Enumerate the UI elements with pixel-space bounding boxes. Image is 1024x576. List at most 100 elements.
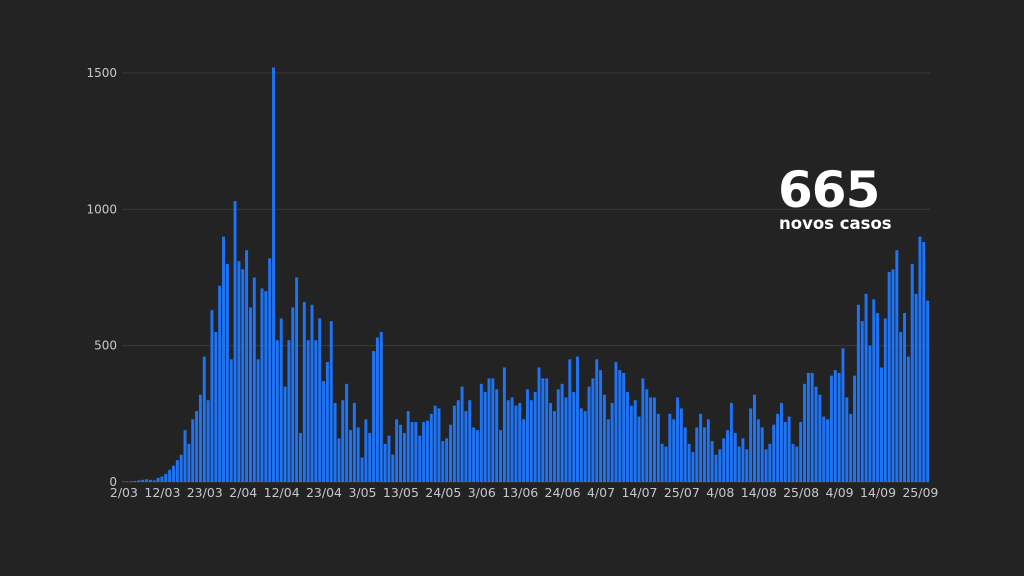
bar bbox=[768, 443, 772, 482]
x-tick-label: 24/05 bbox=[425, 485, 461, 500]
bar bbox=[895, 250, 899, 482]
x-tick-label: 3/06 bbox=[468, 485, 496, 500]
bar bbox=[853, 375, 856, 482]
bar bbox=[422, 422, 426, 482]
bar bbox=[368, 432, 372, 482]
bar bbox=[141, 479, 145, 482]
bar bbox=[614, 362, 618, 482]
bar bbox=[429, 413, 433, 482]
y-tick-label: 0 bbox=[109, 475, 117, 489]
bar bbox=[822, 416, 826, 482]
bar bbox=[706, 419, 710, 482]
bar bbox=[549, 402, 553, 482]
bar bbox=[337, 438, 341, 482]
bar bbox=[268, 258, 272, 482]
bar bbox=[799, 422, 803, 482]
bar bbox=[487, 378, 491, 482]
bar bbox=[433, 405, 437, 482]
x-tick-label: 14/07 bbox=[621, 485, 657, 500]
bar bbox=[841, 348, 845, 482]
bar bbox=[229, 359, 233, 482]
bar bbox=[387, 435, 391, 482]
bar bbox=[202, 356, 206, 482]
y-tick-label: 1500 bbox=[86, 66, 117, 80]
bar bbox=[876, 312, 880, 482]
bar bbox=[599, 370, 603, 482]
bar bbox=[210, 310, 214, 482]
bar bbox=[198, 394, 202, 482]
x-tick-label: 4/08 bbox=[706, 485, 734, 500]
bar bbox=[399, 424, 402, 482]
bar bbox=[610, 402, 614, 482]
bar bbox=[145, 479, 149, 482]
bar bbox=[926, 300, 930, 482]
bar bbox=[764, 449, 768, 482]
x-tick-label: 14/08 bbox=[741, 485, 777, 500]
bar bbox=[460, 386, 464, 482]
bar bbox=[803, 383, 806, 482]
bar bbox=[556, 389, 560, 482]
bar bbox=[322, 381, 326, 482]
bar bbox=[679, 408, 683, 482]
bar bbox=[691, 452, 695, 482]
bar bbox=[856, 304, 860, 482]
bar bbox=[279, 318, 283, 482]
bar bbox=[576, 356, 579, 482]
bar bbox=[845, 397, 849, 482]
bar bbox=[922, 242, 926, 482]
bar bbox=[887, 272, 891, 482]
bar bbox=[529, 400, 533, 482]
bar bbox=[325, 362, 329, 482]
bar bbox=[860, 321, 864, 482]
bar bbox=[183, 430, 187, 482]
bar bbox=[483, 392, 487, 482]
bar bbox=[275, 340, 279, 482]
bar bbox=[641, 378, 645, 482]
bar bbox=[356, 427, 360, 482]
bar bbox=[522, 419, 526, 482]
bar bbox=[733, 432, 737, 482]
y-tick-label: 500 bbox=[94, 339, 117, 353]
bar bbox=[318, 318, 322, 482]
bar bbox=[899, 332, 903, 482]
bar bbox=[756, 419, 760, 482]
bar bbox=[406, 411, 410, 482]
bar bbox=[287, 340, 291, 482]
bar bbox=[437, 408, 441, 482]
bar bbox=[260, 288, 264, 482]
bar bbox=[726, 430, 730, 482]
bar bbox=[402, 432, 406, 482]
bar bbox=[133, 480, 137, 482]
bar bbox=[776, 413, 780, 482]
bar bbox=[537, 367, 541, 482]
latest-count-label: novos casos bbox=[779, 214, 892, 233]
bar bbox=[168, 469, 172, 482]
bar bbox=[418, 435, 422, 482]
bar bbox=[626, 392, 629, 482]
latest-count-number: 665 bbox=[778, 161, 880, 219]
bar bbox=[291, 307, 295, 482]
bar bbox=[779, 402, 783, 482]
bar bbox=[472, 427, 476, 482]
bar bbox=[137, 480, 141, 482]
bar bbox=[564, 397, 568, 482]
bar bbox=[272, 67, 276, 483]
bar bbox=[664, 446, 668, 482]
bar bbox=[622, 372, 626, 482]
bar bbox=[206, 400, 210, 482]
bar bbox=[533, 392, 537, 482]
bar bbox=[602, 394, 606, 482]
bar bbox=[737, 446, 741, 482]
bar bbox=[791, 443, 795, 482]
bar bbox=[225, 263, 229, 482]
bar bbox=[718, 449, 722, 482]
bars bbox=[122, 67, 930, 483]
bar bbox=[349, 430, 352, 482]
bar bbox=[375, 337, 379, 482]
x-tick-label: 23/04 bbox=[306, 485, 342, 500]
bar bbox=[695, 427, 699, 482]
bar bbox=[341, 400, 345, 482]
bar bbox=[179, 454, 183, 482]
bar bbox=[837, 372, 841, 482]
